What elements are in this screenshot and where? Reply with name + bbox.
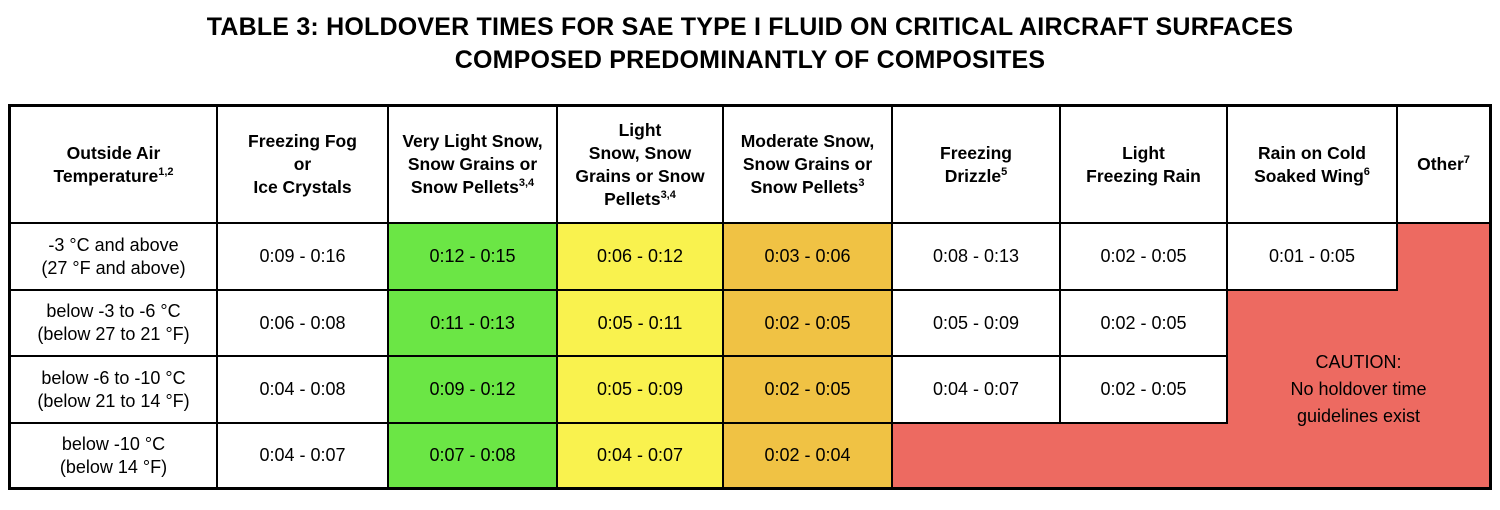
time-cell: 0:04 - 0:07 — [893, 357, 1061, 424]
time-cell: 0:02 - 0:05 — [1061, 357, 1228, 424]
row-temp-label: -3 °C and above (27 °F and above) — [11, 224, 218, 291]
caution-region: CAUTION: No holdover time guidelines exi… — [1290, 351, 1427, 426]
col-header-7: Light Freezing Rain — [1061, 107, 1228, 224]
col-header-8: Rain on Cold Soaked Wing6 — [1228, 107, 1398, 224]
col-header-1: Outside Air Temperature1,2 — [11, 107, 218, 224]
time-cell: 0:02 - 0:05 — [724, 291, 893, 357]
time-cell: 0:08 - 0:13 — [893, 224, 1061, 291]
holdover-table: CAUTION: No holdover time guidelines exi… — [8, 104, 1492, 490]
col-header-9: Other7 — [1398, 107, 1489, 224]
row-temp-label: below -6 to -10 °C (below 21 to 14 °F) — [11, 357, 218, 424]
time-cell: 0:04 - 0:07 — [558, 424, 724, 487]
time-cell: 0:02 - 0:05 — [1061, 291, 1228, 357]
time-cell: 0:05 - 0:09 — [558, 357, 724, 424]
time-cell: 0:09 - 0:12 — [389, 357, 558, 424]
row-temp-label: below -10 °C (below 14 °F) — [11, 424, 218, 487]
col-header-5: Moderate Snow, Snow Grains or Snow Pelle… — [724, 107, 893, 224]
time-cell: 0:04 - 0:07 — [218, 424, 389, 487]
time-cell: 0:05 - 0:09 — [893, 291, 1061, 357]
time-cell: 0:06 - 0:12 — [558, 224, 724, 291]
time-cell: 0:05 - 0:11 — [558, 291, 724, 357]
no-holdover-red-region — [893, 424, 1228, 487]
time-cell: 0:07 - 0:08 — [389, 424, 558, 487]
time-cell: 0:11 - 0:13 — [389, 291, 558, 357]
col-header-3: Very Light Snow, Snow Grains or Snow Pel… — [389, 107, 558, 224]
time-cell: 0:04 - 0:08 — [218, 357, 389, 424]
col-header-4: Light Snow, Snow Grains or Snow Pellets3… — [558, 107, 724, 224]
no-holdover-red-region — [1398, 224, 1489, 487]
time-cell: 0:01 - 0:05 — [1228, 224, 1398, 291]
time-cell: 0:03 - 0:06 — [724, 224, 893, 291]
col-header-2: Freezing Fog or Ice Crystals — [218, 107, 389, 224]
col-header-6: Freezing Drizzle5 — [893, 107, 1061, 224]
table-title: TABLE 3: HOLDOVER TIMES FOR SAE TYPE I F… — [206, 13, 1294, 74]
time-cell: 0:06 - 0:08 — [218, 291, 389, 357]
time-cell: 0:02 - 0:05 — [724, 357, 893, 424]
no-holdover-red-region — [1228, 291, 1398, 487]
time-cell: 0:02 - 0:04 — [724, 424, 893, 487]
time-cell: 0:12 - 0:15 — [389, 224, 558, 291]
time-cell: 0:02 - 0:05 — [1061, 224, 1228, 291]
time-cell: 0:09 - 0:16 — [218, 224, 389, 291]
row-temp-label: below -3 to -6 °C (below 27 to 21 °F) — [11, 291, 218, 357]
